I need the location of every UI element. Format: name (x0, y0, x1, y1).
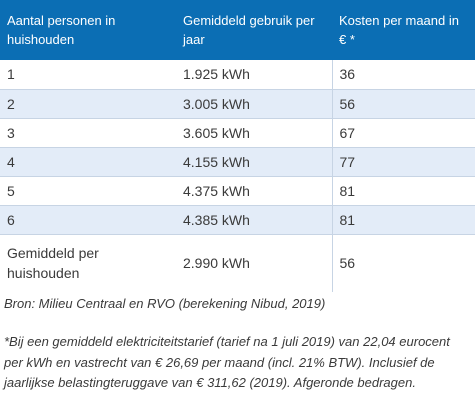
cell-monthly-cost: 67 (331, 118, 475, 148)
table-row: 6 4.385 kWh 81 (0, 205, 475, 235)
cell-average-usage: 1.925 kWh (171, 60, 332, 90)
cell-average-usage: 3.605 kWh (171, 118, 332, 148)
source-note: Bron: Milieu Centraal en RVO (berekening… (4, 296, 326, 311)
cell-average-usage: 4.375 kWh (171, 176, 332, 206)
footnote: *Bij een gemiddeld elektriciteitstarief … (4, 332, 472, 394)
header-monthly-cost: Kosten per maand in € * (339, 13, 459, 47)
cell-household-size: 5 (0, 176, 171, 206)
table-row: 3 3.605 kWh 67 (0, 118, 475, 148)
cell-household-size: Gemiddeld per huishouden (7, 245, 99, 282)
cell-monthly-cost: 81 (331, 176, 475, 206)
cell-monthly-cost: 56 (331, 234, 475, 292)
footnote-line: jaarlijkse belastingteruggave van € 311,… (4, 375, 416, 390)
cell-monthly-cost: 81 (331, 205, 475, 235)
cell-household-size: 1 (0, 60, 171, 90)
header-average-usage: Gemiddeld gebruik per jaar (183, 13, 315, 47)
cell-monthly-cost: 77 (331, 147, 475, 177)
table-header-row: Aantal personen in huishouden Gemiddeld … (0, 0, 475, 60)
cell-monthly-cost: 56 (331, 89, 475, 119)
cell-average-usage: 3.005 kWh (171, 89, 332, 119)
cell-household-size: 2 (0, 89, 171, 119)
table-row-average: Gemiddeld per huishouden 2.990 kWh 56 (0, 234, 475, 292)
footnote-line: per kWh en vastrecht van € 26,69 per maa… (4, 354, 435, 370)
table-row: 4 4.155 kWh 77 (0, 147, 475, 177)
table-row: 5 4.375 kWh 81 (0, 176, 475, 206)
cell-household-size: 3 (0, 118, 171, 148)
cell-monthly-cost: 36 (331, 60, 475, 90)
cell-average-usage: 4.385 kWh (171, 205, 332, 235)
cell-household-size: 6 (0, 205, 171, 235)
energy-usage-table: Aantal personen in huishouden Gemiddeld … (0, 0, 475, 292)
footnote-line: *Bij een gemiddeld elektriciteitstarief … (4, 334, 450, 349)
table-row: 1 1.925 kWh 36 (0, 60, 475, 90)
cell-average-usage: 4.155 kWh (171, 147, 332, 177)
cell-average-usage: 2.990 kWh (183, 255, 250, 272)
cell-household-size: 4 (0, 147, 171, 177)
header-household-size: Aantal personen in huishouden (7, 13, 116, 47)
table-row: 2 3.005 kWh 56 (0, 89, 475, 119)
